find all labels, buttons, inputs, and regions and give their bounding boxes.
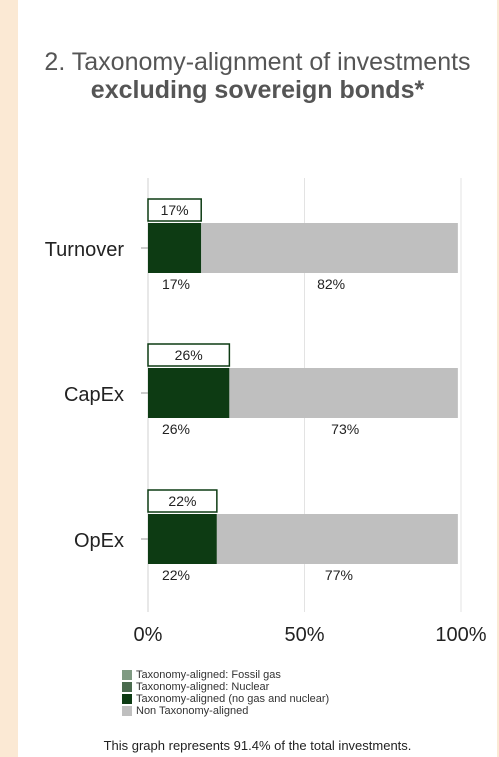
legend-swatch — [122, 682, 132, 692]
non-aligned-label-opex: 77% — [325, 567, 353, 583]
bar-turnover-series-2 — [148, 223, 202, 273]
legend-label: Taxonomy-aligned (no gas and nuclear) — [136, 693, 330, 705]
category-label-capex: CapEx — [64, 384, 124, 406]
total-label-box-capex — [147, 343, 231, 367]
legend-item: Taxonomy-aligned (no gas and nuclear) — [122, 693, 329, 705]
chart-title-bold: excluding sovereign bonds* — [90, 76, 425, 104]
total-label-opex: 22% — [168, 493, 196, 509]
x-tick-label-50: 50% — [284, 624, 324, 646]
legend-label: Taxonomy-aligned: Nuclear — [136, 681, 270, 693]
legend-item: Taxonomy-aligned: Nuclear — [122, 681, 329, 693]
chart-footnote: This graph represents 91.4% of the total… — [103, 738, 412, 753]
aligned-label-capex: 26% — [162, 421, 190, 437]
total-label-turnover: 17% — [161, 202, 189, 218]
total-label-box-opex — [147, 489, 218, 513]
bar-opex-series-3 — [216, 514, 458, 564]
chart-card: 2. Taxonomy-alignment of investments exc… — [18, 0, 497, 757]
chart-title: 2. Taxonomy-alignment of investments exc… — [18, 48, 497, 104]
bar-capex-series-3 — [229, 368, 458, 418]
legend-label: Taxonomy-aligned: Fossil gas — [136, 669, 281, 681]
legend-swatch — [122, 706, 132, 716]
bar-turnover-series-3 — [201, 223, 458, 273]
non-aligned-label-capex: 73% — [331, 421, 359, 437]
legend-label: Non Taxonomy-aligned — [136, 705, 249, 717]
x-tick-label-0: 0% — [134, 624, 163, 646]
aligned-label-opex: 22% — [162, 567, 190, 583]
chart-title-plain: 2. Taxonomy-alignment of investments — [44, 48, 471, 76]
aligned-label-turnover: 17% — [162, 276, 190, 292]
x-tick-label-100: 100% — [435, 624, 486, 646]
legend-item: Non Taxonomy-aligned — [122, 705, 329, 717]
bar-opex-series-2 — [148, 514, 217, 564]
legend-item: Taxonomy-aligned: Fossil gas — [122, 669, 329, 681]
total-label-box-turnover — [147, 198, 202, 222]
legend-swatch — [122, 694, 132, 704]
legend-swatch — [122, 670, 132, 680]
category-label-turnover: Turnover — [45, 239, 125, 261]
total-label-capex: 26% — [175, 347, 203, 363]
bar-chart: Turnover 17% 17% 82% CapEx 26% 26% 73% OpEx 22% 22… — [45, 178, 487, 646]
chart-legend: Taxonomy-aligned: Fossil gas Taxonomy-ali… — [122, 669, 329, 717]
bar-capex-series-2 — [148, 368, 230, 418]
category-label-opex: OpEx — [74, 530, 124, 552]
non-aligned-label-turnover: 82% — [317, 276, 345, 292]
